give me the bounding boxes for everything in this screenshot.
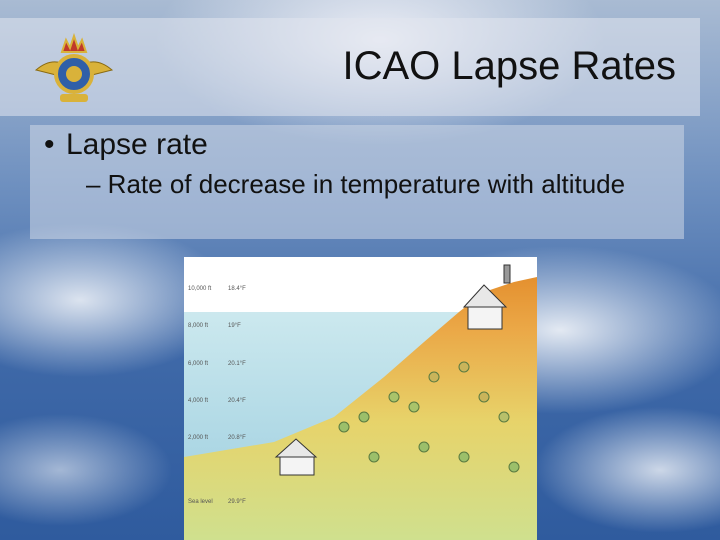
altitude-label: 4,000 ft [188, 398, 208, 404]
temperature-label: 20.1°F [228, 361, 246, 367]
altitude-label: 6,000 ft [188, 361, 208, 367]
rcaf-crest-logo [34, 32, 114, 102]
bullet-text: Lapse rate [66, 128, 208, 161]
house-low-icon [274, 438, 318, 476]
altitude-scale: 10,000 ft 18.4°F 8,000 ft 19°F 6,000 ft … [188, 286, 246, 505]
body-band [30, 125, 684, 239]
temperature-label: 29.9°F [228, 499, 246, 505]
altitude-label: Sea level [188, 499, 213, 505]
temperature-label: 20.8°F [228, 435, 246, 441]
bullet-item: • Lapse rate [44, 128, 208, 162]
bullet-dot-icon: • [44, 128, 55, 161]
altitude-label: 2,000 ft [188, 435, 208, 441]
temperature-label: 18.4°F [228, 286, 246, 292]
slide-title: ICAO Lapse Rates [342, 44, 677, 88]
altitude-label: 8,000 ft [188, 323, 208, 329]
title-band [0, 18, 700, 116]
lapse-rate-illustration: 10,000 ft 18.4°F 8,000 ft 19°F 6,000 ft … [184, 257, 537, 540]
temperature-label: 20.4°F [228, 398, 246, 404]
house-high-icon [462, 264, 511, 330]
sub-bullet-text: – Rate of decrease in temperature with a… [86, 169, 626, 199]
altitude-label: 10,000 ft [188, 286, 212, 292]
temperature-label: 19°F [228, 323, 241, 329]
